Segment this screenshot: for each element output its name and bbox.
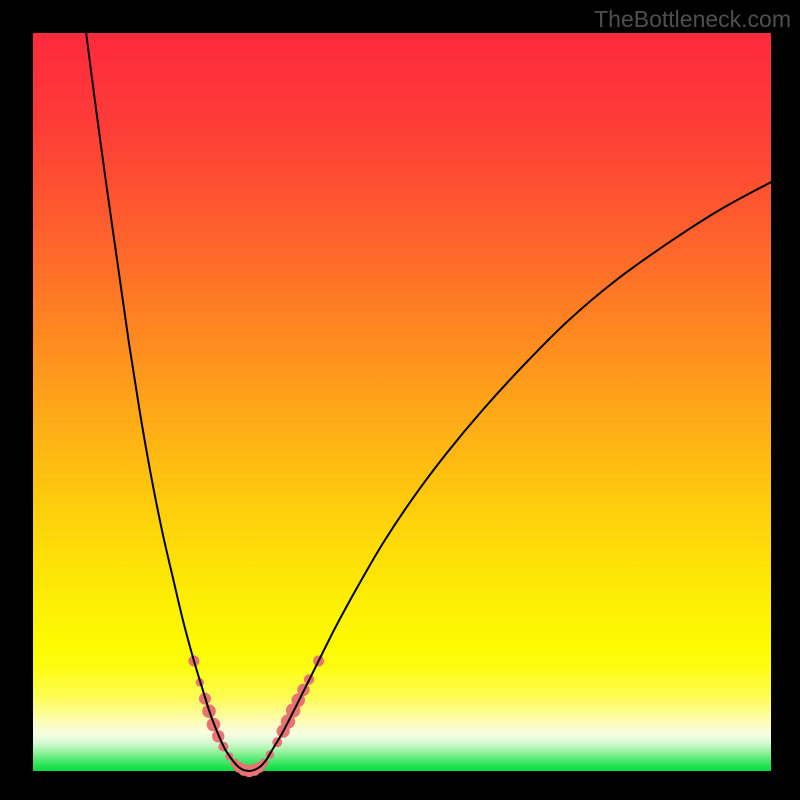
curve-right <box>249 182 771 771</box>
curve-left <box>86 33 249 771</box>
chart-root: TheBottleneck.com <box>0 0 800 800</box>
chart-svg-layer <box>0 0 800 800</box>
data-markers <box>188 656 324 778</box>
watermark-text: TheBottleneck.com <box>594 6 791 33</box>
